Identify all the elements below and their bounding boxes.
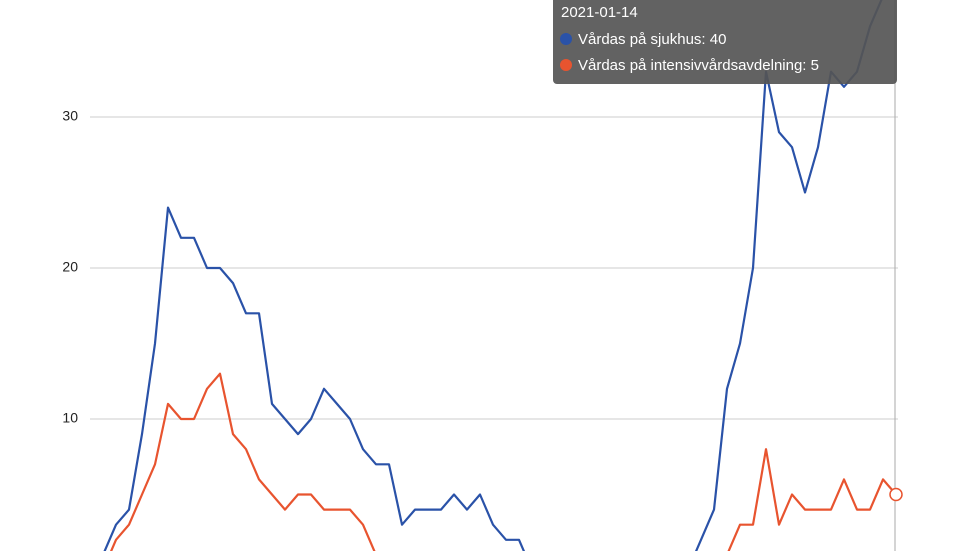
tooltip-swatch bbox=[560, 33, 572, 45]
tooltip-box bbox=[553, 0, 897, 84]
y-tick-label: 20 bbox=[62, 259, 78, 275]
tooltip-swatch bbox=[560, 59, 572, 71]
hover-marker bbox=[889, 487, 903, 502]
y-tick-label: 30 bbox=[62, 108, 78, 124]
tooltip-line: Vårdas på intensivvårdsavdelning: 5 bbox=[578, 57, 819, 74]
tooltip: 2021-01-14 Vårdas på sjukhus: 40 Vårdas … bbox=[553, 0, 897, 84]
series-line bbox=[109, 372, 897, 551]
series-line bbox=[103, 0, 883, 551]
tooltip-title: 2021-01-14 bbox=[561, 4, 638, 21]
y-tick-label: 10 bbox=[62, 410, 78, 426]
plot-area: 010203040 bbox=[62, 0, 903, 551]
tooltip-line: Vårdas på sjukhus: 40 bbox=[578, 31, 726, 48]
